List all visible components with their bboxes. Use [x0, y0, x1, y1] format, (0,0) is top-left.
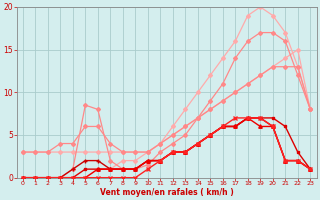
X-axis label: Vent moyen/en rafales ( km/h ): Vent moyen/en rafales ( km/h )	[100, 188, 233, 197]
